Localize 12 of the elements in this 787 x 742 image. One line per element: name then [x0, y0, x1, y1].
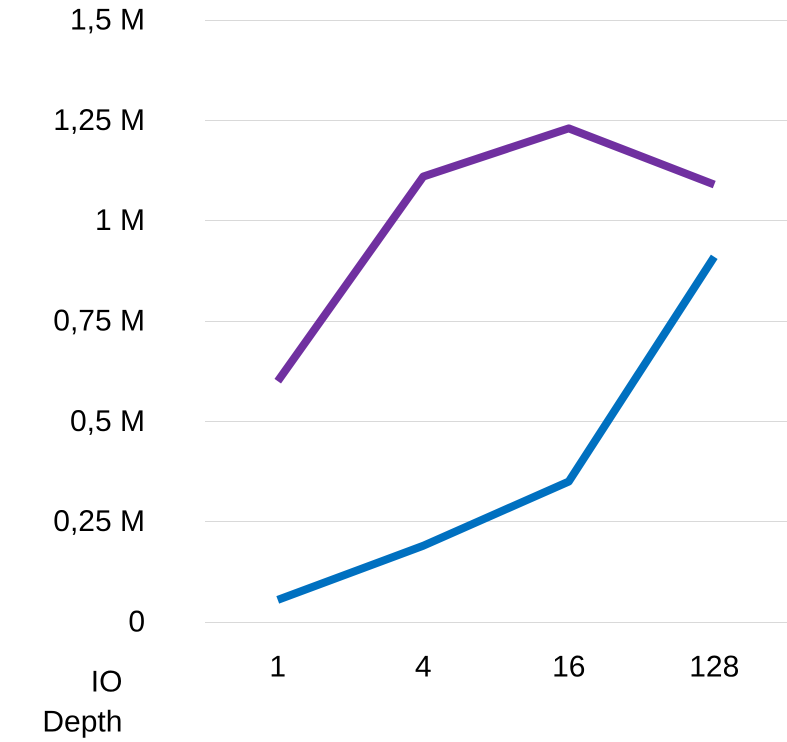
y-tick-label: 0,5 M [70, 404, 145, 438]
y-tick-label: 1 M [94, 204, 145, 238]
x-tick-label: 128 [689, 650, 740, 684]
x-tick-label: 16 [552, 650, 586, 684]
y-tick-label: 0 [128, 606, 145, 638]
x-tick-label: 4 [414, 650, 432, 684]
x-tick-label: 1 [269, 650, 286, 684]
y-tick-label: 0,75 M [53, 304, 145, 338]
y-tick-label: 0,25 M [53, 505, 145, 538]
y-tick-label: 1,5 M [70, 4, 145, 36]
y-tick-label: 1,25 M [53, 104, 145, 137]
x-axis-title: IO Depth [42, 666, 122, 738]
